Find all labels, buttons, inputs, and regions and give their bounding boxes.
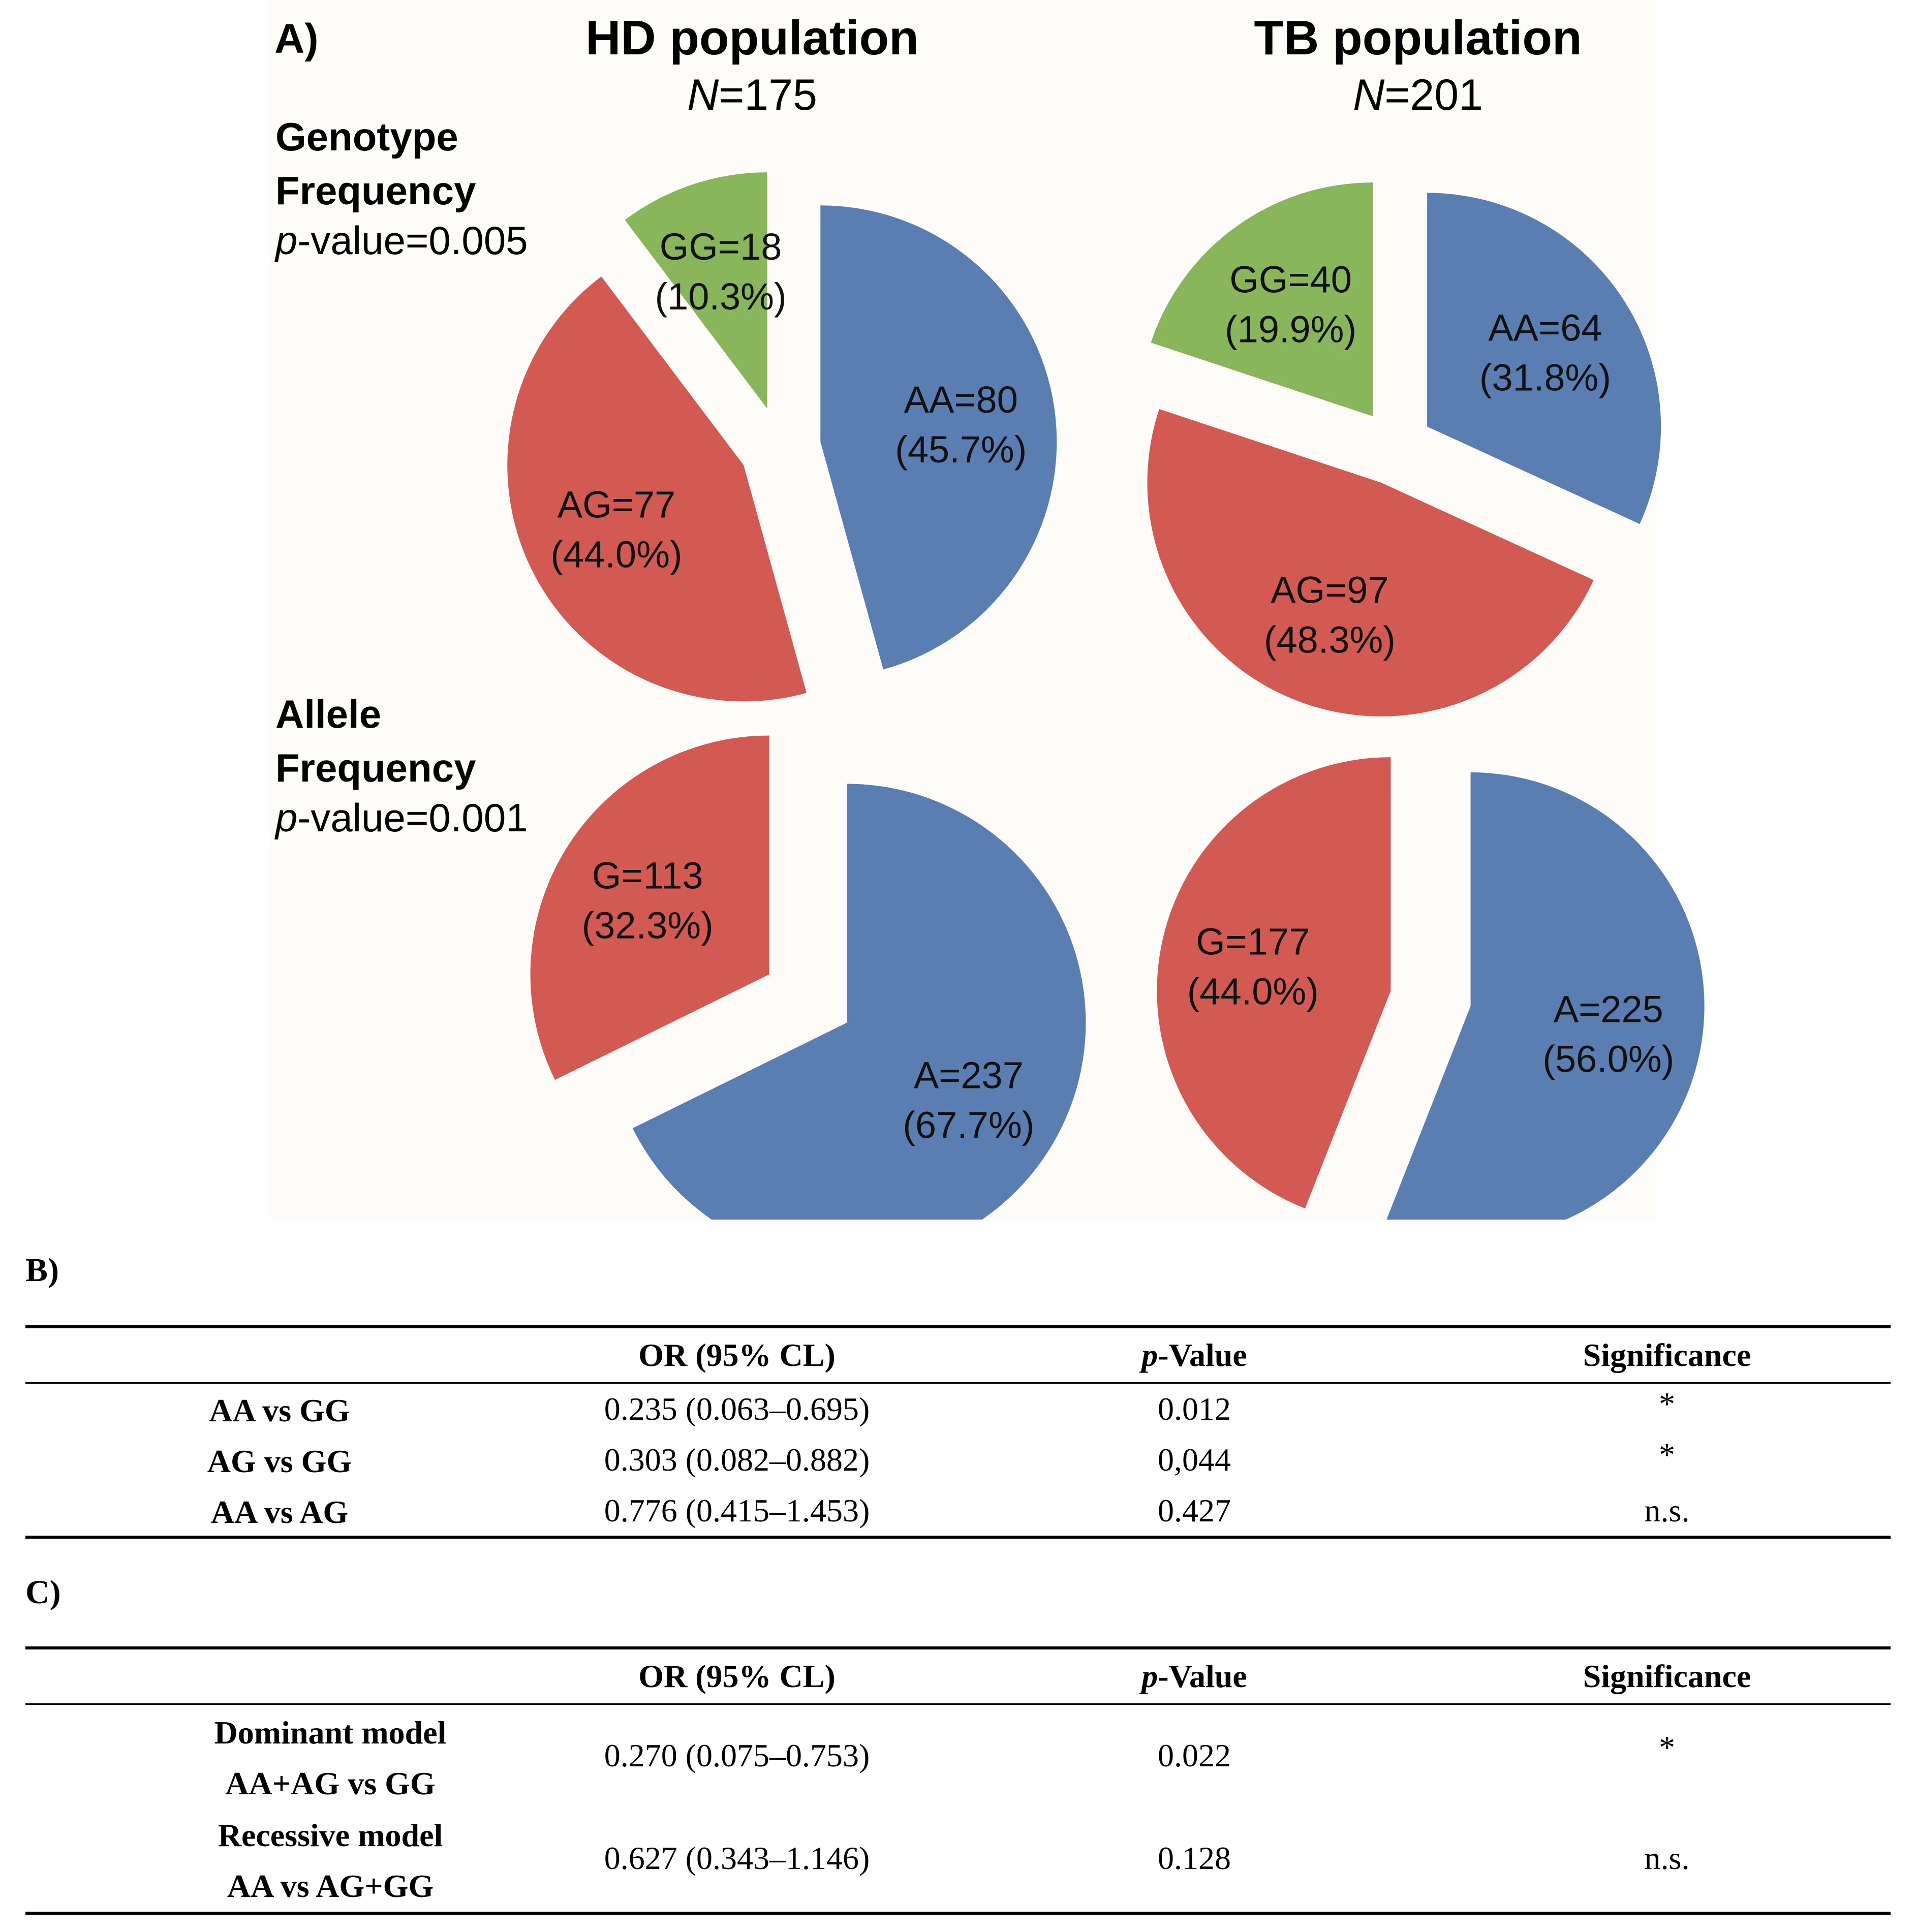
pie-slice-label: AG=77 [558, 484, 675, 526]
table-c-model-name: Recessive model [218, 1817, 443, 1853]
table-c-or: 0.270 (0.075–0.753) [604, 1737, 870, 1773]
pie-slice-label: AA=80 [904, 379, 1018, 421]
table-b-p: 0.427 [1158, 1492, 1231, 1529]
table-b-or: 0.776 (0.415–1.453) [604, 1492, 870, 1529]
hd-population-title: HD population [585, 11, 919, 65]
table-c-comparison: AA vs AG+GG [227, 1868, 434, 1904]
table-b-or: 0.235 (0.063–0.695) [604, 1391, 870, 1427]
panel-c-label: C) [25, 1574, 61, 1611]
table-c-p: 0.128 [1158, 1840, 1231, 1876]
pie-slice-label: AG=97 [1271, 569, 1388, 611]
pie-slice-percent-label: (44.0%) [550, 534, 682, 576]
allele-title-line1: Allele [275, 692, 382, 736]
pie-slice-percent-label: (19.9%) [1225, 308, 1356, 350]
table-b-significance: * [1659, 1386, 1675, 1422]
table-b-significance: n.s. [1644, 1492, 1690, 1529]
pie-slice-percent-label: (67.7%) [903, 1104, 1034, 1146]
pie-slice-gg [1151, 182, 1373, 417]
panel-a-label: A) [274, 16, 319, 62]
table-c-comparison: AA+AG vs GG [225, 1765, 436, 1801]
allele-row-title: Allele Frequency p-value=0.001 [275, 687, 528, 841]
allele-title-line2: Frequency [275, 745, 476, 790]
genotype-row-title: Genotype Frequency p-value=0.005 [275, 110, 528, 264]
table-b-comparison: AA vs GG [209, 1392, 350, 1428]
pie-slice-g [1157, 757, 1391, 1209]
table-c-header-or: OR (95% CL) [638, 1658, 836, 1694]
tb-population-title: TB population [1254, 11, 1582, 65]
table-c-header-significance: Significance [1583, 1658, 1751, 1694]
table-b-or: 0.303 (0.082–0.882) [604, 1442, 870, 1478]
pie-slice-percent-label: (45.7%) [895, 428, 1027, 471]
table-c-bottom-rule [25, 1912, 1891, 1915]
pie-slice-label: G=113 [592, 854, 703, 896]
pie-slice-label: GG=40 [1229, 258, 1352, 300]
table-c-or: 0.627 (0.343–1.146) [604, 1840, 870, 1876]
pie-slice-ag [1147, 409, 1594, 716]
table-c-significance: n.s. [1644, 1840, 1690, 1876]
tb-population-n: N=201 [1353, 71, 1483, 119]
table-b-header-rule [25, 1382, 1891, 1384]
panel-b-label: B) [25, 1252, 59, 1289]
pie-slice-label: GG=18 [660, 226, 782, 268]
allele-p-value: p-value=0.001 [275, 795, 528, 840]
table-b-comparison: AG vs GG [207, 1443, 352, 1479]
table-b-bottom-rule [25, 1536, 1891, 1539]
table-b-comparison: AA vs AG [210, 1494, 349, 1530]
pie-slice-gg [625, 172, 767, 409]
pie-slice-percent-label: (56.0%) [1542, 1038, 1674, 1080]
pie-slice-percent-label: (44.0%) [1187, 971, 1319, 1013]
hd-population-n: N=175 [687, 71, 817, 119]
pie-slice-percent-label: (32.3%) [582, 904, 714, 946]
table-c-significance: * [1659, 1729, 1675, 1765]
pie-slice-g [530, 735, 769, 1080]
table-b-p: 0.012 [1158, 1391, 1231, 1427]
genotype-title-line1: Genotype [275, 114, 458, 159]
table-c-p: 0.022 [1158, 1737, 1231, 1773]
pie-charts: AA=80 (45.7%) AG=77 (44.0%) GG=18 (10.3%) AA=6… [507, 172, 1705, 1220]
table-b-significance: * [1659, 1437, 1675, 1473]
pie-slice-a [1386, 772, 1705, 1220]
genotype-title-line2: Frequency [275, 168, 476, 213]
table-b-p: 0,044 [1158, 1442, 1231, 1478]
pie-slice-label: G=177 [1196, 921, 1310, 963]
table-b-header-p: p-Value [1141, 1337, 1247, 1373]
pie-slice-label: A=225 [1554, 988, 1663, 1030]
pie-slice-percent-label: (10.3%) [655, 275, 786, 318]
table-b-header-significance: Significance [1583, 1337, 1751, 1373]
table-c-header-p: p-Value [1141, 1658, 1247, 1694]
table-c-header-rule [25, 1703, 1891, 1705]
table-c-top-rule [25, 1646, 1891, 1649]
table-b-top-rule [25, 1325, 1891, 1328]
pie-slice-label: AA=64 [1488, 306, 1602, 349]
table-c-model-name: Dominant model [214, 1715, 447, 1751]
pie-slice-a [632, 784, 1086, 1220]
pie-slice-aa [1427, 193, 1661, 524]
pie-slice-label: A=237 [914, 1054, 1024, 1097]
table-b-header-or: OR (95% CL) [638, 1337, 836, 1373]
pie-slice-ag [507, 276, 807, 702]
pie-slice-percent-label: (48.3%) [1264, 619, 1396, 661]
genotype-p-value: p-value=0.005 [275, 218, 528, 263]
pie-slice-percent-label: (31.8%) [1479, 356, 1611, 398]
pie-slice-aa [820, 205, 1057, 670]
